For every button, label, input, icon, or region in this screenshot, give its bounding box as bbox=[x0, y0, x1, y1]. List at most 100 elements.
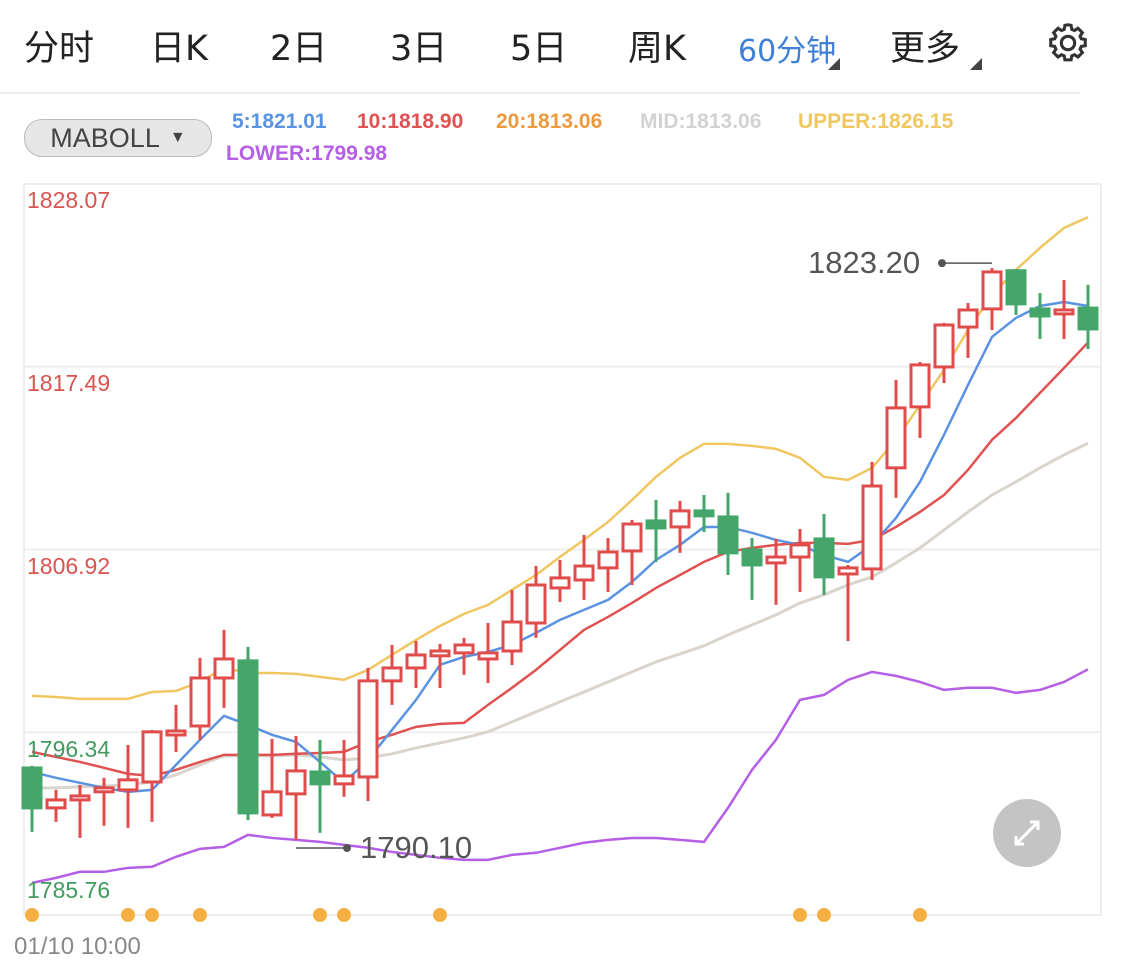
candle bbox=[789, 529, 811, 592]
caret-down-icon: ▼ bbox=[169, 129, 186, 146]
candle-body bbox=[45, 798, 67, 810]
event-marker bbox=[145, 908, 159, 922]
candle-body bbox=[117, 778, 139, 792]
candle-body bbox=[141, 730, 163, 784]
candle bbox=[837, 564, 859, 641]
candle-body bbox=[189, 676, 211, 728]
candle bbox=[357, 667, 379, 801]
candle bbox=[165, 704, 187, 752]
gear-icon[interactable] bbox=[1045, 20, 1091, 66]
candle bbox=[477, 623, 499, 683]
series-line-upper bbox=[31, 216, 1089, 701]
candle bbox=[69, 784, 91, 838]
period-tabs: 分时 日K 2日 3日 5日 周K 60分钟 更多 bbox=[0, 0, 1087, 94]
candle bbox=[981, 268, 1003, 330]
candle bbox=[957, 303, 979, 358]
event-marker bbox=[913, 908, 927, 922]
candle bbox=[501, 590, 523, 665]
legend-ma10: 10:1818.90 bbox=[357, 110, 464, 133]
candle bbox=[141, 729, 163, 822]
series-line-ma10 bbox=[31, 341, 1089, 778]
candle bbox=[21, 765, 43, 832]
candle bbox=[525, 565, 547, 638]
indicator-selector[interactable]: MABOLL ▼ bbox=[24, 119, 212, 157]
event-marker bbox=[25, 908, 39, 922]
candle-body bbox=[573, 564, 595, 582]
candle-body bbox=[741, 548, 763, 567]
candle-body bbox=[333, 774, 355, 786]
candle bbox=[213, 629, 235, 708]
candle bbox=[741, 538, 763, 600]
event-marker bbox=[313, 908, 327, 922]
candle-body bbox=[1029, 307, 1051, 318]
candle bbox=[405, 640, 427, 688]
candle bbox=[765, 538, 787, 605]
min-annotation-dot bbox=[343, 844, 351, 853]
legend-lower: LOWER:1799.98 bbox=[226, 142, 388, 165]
candle bbox=[933, 322, 955, 384]
candle bbox=[1077, 284, 1099, 349]
candle-body bbox=[1053, 308, 1075, 316]
series-line-mid bbox=[32, 441, 1089, 790]
candle-body bbox=[789, 543, 811, 559]
candle-body bbox=[981, 270, 1003, 311]
candle bbox=[861, 461, 883, 580]
candle-body bbox=[165, 729, 187, 737]
candle bbox=[669, 500, 691, 553]
candle-body bbox=[597, 550, 619, 570]
candle bbox=[333, 739, 355, 797]
candle-body bbox=[453, 643, 475, 655]
y-tick-label: 1796.34 bbox=[27, 736, 111, 762]
candle bbox=[261, 738, 283, 818]
y-tick-label: 1806.92 bbox=[27, 553, 111, 579]
candle bbox=[621, 519, 643, 586]
tab-2-day[interactable]: 2日 bbox=[270, 29, 328, 69]
tab-3-day[interactable]: 3日 bbox=[390, 29, 448, 69]
candle bbox=[717, 492, 739, 575]
candle-body bbox=[381, 666, 403, 683]
candle-body bbox=[909, 363, 931, 409]
candle bbox=[93, 777, 115, 826]
candle-body bbox=[93, 786, 115, 794]
candle-body bbox=[549, 576, 571, 590]
candle bbox=[549, 559, 571, 602]
candle-body bbox=[21, 766, 43, 810]
candle-body bbox=[357, 679, 379, 779]
event-marker bbox=[433, 908, 447, 922]
expand-arrows-icon bbox=[1014, 820, 1040, 846]
tab-5-day[interactable]: 5日 bbox=[510, 29, 568, 69]
candle-body bbox=[69, 794, 91, 802]
tab-weekly-k[interactable]: 周K bbox=[628, 29, 686, 69]
y-tick-label: 1817.49 bbox=[27, 370, 111, 396]
candle-body bbox=[1005, 269, 1027, 306]
tab-60-minute[interactable]: 60分钟 bbox=[738, 34, 837, 69]
candle-body bbox=[861, 484, 883, 571]
indicator-selector-label: MABOLL bbox=[50, 122, 160, 153]
candle bbox=[309, 739, 331, 833]
candle-body bbox=[957, 308, 979, 329]
fullscreen-button[interactable] bbox=[993, 799, 1061, 867]
candle bbox=[453, 637, 475, 675]
candle bbox=[237, 646, 259, 820]
candle bbox=[429, 643, 451, 688]
tab-daily-k[interactable]: 日K bbox=[150, 29, 208, 69]
candle-body bbox=[717, 515, 739, 555]
candle bbox=[573, 534, 595, 600]
candle bbox=[597, 538, 619, 592]
candle-body bbox=[429, 649, 451, 658]
max-price-annotation: 1823.20 bbox=[808, 245, 921, 280]
legend-upper: UPPER:1826.15 bbox=[798, 110, 954, 133]
candle-body bbox=[933, 323, 955, 369]
tab-more[interactable]: 更多 bbox=[890, 29, 961, 69]
candle-body bbox=[285, 769, 307, 796]
candle-body bbox=[885, 406, 907, 470]
min-price-annotation: 1790.10 bbox=[360, 830, 473, 865]
candle-body bbox=[621, 522, 643, 553]
event-marker bbox=[337, 908, 351, 922]
candle bbox=[885, 379, 907, 498]
candle bbox=[381, 644, 403, 705]
candle-body bbox=[237, 659, 259, 815]
tab-intraday[interactable]: 分时 bbox=[24, 29, 95, 69]
candle bbox=[189, 657, 211, 740]
